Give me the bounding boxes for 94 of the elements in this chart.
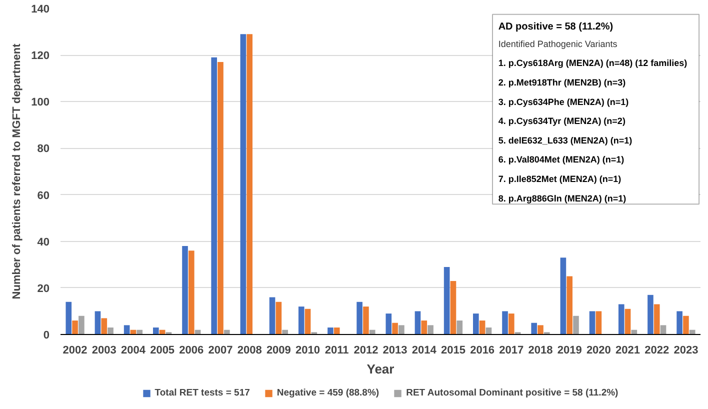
x-tick-label: 2013	[382, 344, 408, 356]
bar	[683, 316, 689, 334]
annotation: 8. p.Arg886Gln (MEN2A) (n=1)	[498, 193, 626, 204]
x-tick-label: 2002	[62, 344, 88, 356]
x-tick-label: 2005	[150, 344, 175, 356]
bar	[538, 325, 544, 334]
annotation: AD positive = 58 (11.2%)	[498, 21, 614, 32]
bar	[386, 314, 392, 334]
bar	[444, 266, 450, 334]
bar	[660, 325, 666, 334]
x-tick-label: 2004	[120, 344, 146, 356]
x-tick-label: 2017	[499, 344, 524, 356]
bar	[298, 306, 304, 334]
bar	[240, 34, 246, 334]
x-tick-label: 2007	[208, 344, 233, 356]
legend-label: Total RET tests = 517	[154, 388, 250, 398]
bar	[573, 316, 579, 334]
annotation: 5. delE632_L633 (MEN2A) (n=1)	[498, 135, 632, 146]
x-tick-label: 2023	[674, 344, 698, 356]
annotation: 2. p.Met918Thr (MEN2B) (n=3)	[498, 77, 626, 88]
x-tick-label: 2019	[557, 344, 582, 356]
x-tick-label: 2010	[296, 344, 320, 356]
y-axis-title: Number of patients referred to MGFT department	[11, 43, 24, 300]
x-tick-label: 2012	[354, 344, 378, 356]
bar	[479, 320, 486, 334]
x-tick-label: 2020	[586, 344, 611, 356]
bar	[676, 311, 682, 334]
bar	[566, 276, 572, 334]
bar	[188, 250, 194, 334]
bar	[589, 311, 596, 334]
x-tick-label: 2011	[324, 344, 349, 356]
bar	[450, 280, 456, 334]
annotation: 4. p.Cys634Tyr (MEN2A) (n=2)	[498, 116, 626, 126]
bar	[78, 316, 84, 334]
bar	[153, 328, 159, 334]
bar	[218, 62, 224, 334]
bar	[94, 311, 101, 334]
legend-label: Negative = 459 (88.8%)	[276, 388, 380, 398]
x-tick-label: 2022	[644, 344, 670, 356]
y-tick-label: 80	[37, 143, 50, 156]
x-tick-label: 2003	[92, 344, 116, 356]
y-tick-label: 120	[31, 50, 50, 62]
y-tick-label: 140	[31, 4, 50, 16]
bar	[304, 308, 311, 334]
bar	[363, 306, 369, 334]
y-tick-label: 0	[43, 330, 50, 342]
bar	[618, 304, 624, 334]
legend-label: RET Autosomal Dominant positive = 58 (11.2%)	[406, 388, 618, 398]
bar	[356, 302, 362, 334]
bar	[421, 320, 428, 334]
annotation: 6. p.Val804Met (MEN2A) (n=1)	[498, 154, 624, 165]
x-tick-label: 2014	[412, 344, 438, 356]
x-tick-label: 2016	[470, 344, 495, 356]
bar	[456, 320, 463, 334]
x-tick-label: 2018	[528, 344, 553, 356]
bar	[276, 302, 282, 334]
annotation: 3. p.Cys634Phe (MEN2A) (n=1)	[498, 96, 629, 107]
annotation: Identified Pathogenic Variants	[498, 38, 618, 49]
bar	[211, 57, 218, 334]
bar	[473, 314, 479, 334]
x-axis-title: Year	[366, 362, 394, 376]
bar	[72, 320, 78, 334]
annotation: 7. p.Ile852Met (MEN2A) (n=1)	[498, 174, 622, 184]
bar	[560, 258, 566, 334]
y-tick-label: 100	[31, 96, 50, 109]
bar	[182, 246, 188, 334]
bar	[101, 318, 108, 334]
bar	[531, 322, 538, 334]
bar	[334, 328, 340, 334]
bar	[398, 325, 404, 334]
bar	[428, 325, 434, 334]
bar	[648, 294, 654, 334]
x-tick-label: 2021	[616, 344, 640, 356]
bar	[392, 322, 398, 334]
bar	[66, 302, 72, 334]
bar	[654, 304, 660, 334]
bar	[414, 311, 421, 334]
x-tick-label: 2009	[266, 344, 291, 356]
bar	[596, 311, 602, 334]
y-tick-label: 60	[37, 190, 50, 202]
bar	[124, 325, 130, 334]
x-tick-label: 2008	[237, 344, 262, 356]
bar	[108, 328, 114, 334]
bar	[328, 328, 334, 334]
bar	[508, 314, 514, 334]
bar	[624, 308, 631, 334]
x-tick-label: 2006	[179, 344, 204, 356]
bar	[502, 311, 508, 334]
y-tick-label: 20	[37, 282, 50, 295]
bar	[246, 34, 252, 334]
x-tick-label: 2015	[440, 344, 466, 356]
y-tick-label: 40	[37, 236, 50, 248]
bar	[269, 297, 276, 334]
annotation: 1. p.Cys618Arg (MEN2A) (n=48) (12 families)	[498, 58, 688, 68]
